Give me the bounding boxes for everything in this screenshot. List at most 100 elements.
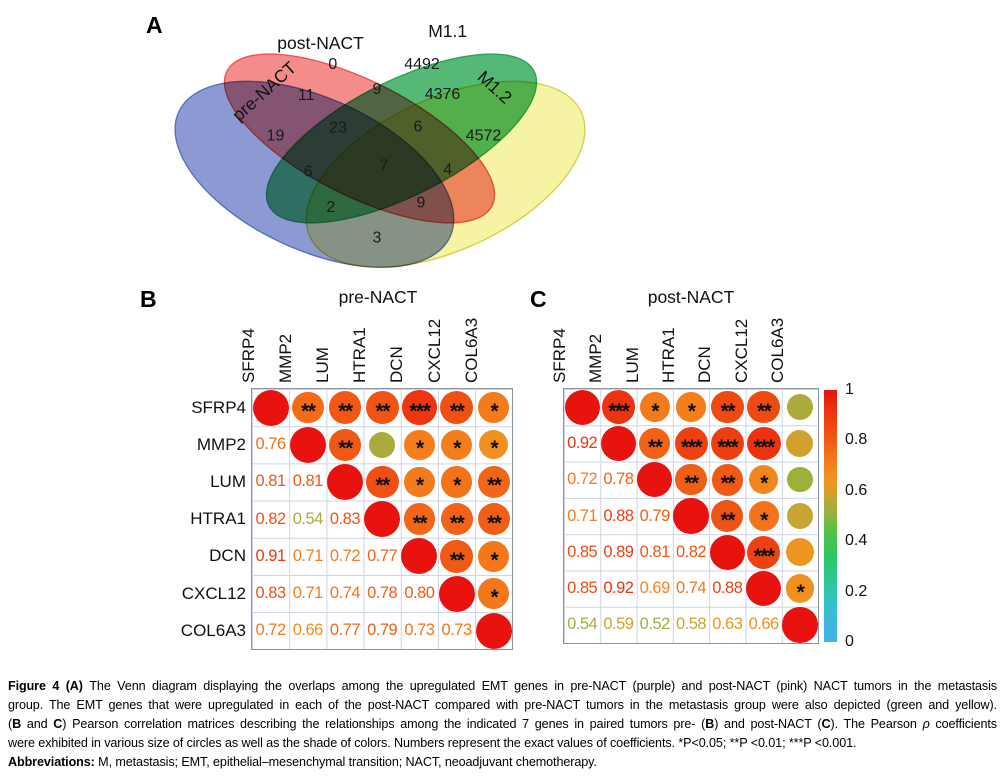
significance-stars: ***: [681, 435, 703, 459]
corr-value: 0.72: [567, 470, 598, 489]
corr-circle-diagonal: [475, 612, 512, 649]
caption-text-segment: coefficients: [929, 717, 997, 731]
corr-circle: *: [676, 392, 706, 422]
gene-row-label: DCN: [209, 546, 246, 566]
significance-stars: *: [760, 508, 768, 532]
colorbar-tick-label: 0: [845, 633, 854, 650]
significance-stars: **: [301, 400, 316, 424]
corr-value: 0.92: [567, 433, 598, 452]
corr-circle: *: [404, 429, 435, 460]
significance-stars: **: [720, 399, 736, 423]
gene-column-label: MMP2: [586, 333, 606, 383]
corr-circle: **: [292, 391, 324, 424]
gene-row-label: CXCL12: [181, 583, 246, 603]
caption-text-segment: group. The EMT genes that were upregulat…: [8, 698, 997, 712]
caption-text-segment: The Venn diagram displaying the overlaps…: [89, 679, 997, 693]
corr-circle-diagonal: [438, 575, 475, 612]
corr-value: 0.81: [292, 472, 324, 491]
corr-circle: *: [441, 466, 473, 498]
corr-circle: [787, 394, 813, 421]
caption-text-segment: C: [821, 717, 831, 731]
correlation-grid-b: SFRP4 MMP2 LUM HTRA1 DCN CXCL12 COL6A3 SFRP4 MMP…: [181, 318, 514, 651]
corr-value: 0.85: [567, 542, 598, 561]
venn-region-count: 23: [329, 119, 347, 136]
matrix-title-post: post-NACT: [647, 287, 735, 307]
significance-stars: ***: [717, 435, 739, 459]
corr-value: 0.71: [292, 546, 324, 565]
significance-stars: **: [412, 511, 428, 535]
gene-column-label: DCN: [387, 346, 407, 383]
corr-circle: **: [711, 390, 744, 424]
panel-label-c: C: [530, 286, 547, 312]
panel-label-a: A: [146, 12, 163, 38]
corr-circle: *: [749, 465, 779, 495]
corr-circle-diagonal: [637, 462, 673, 498]
corr-circle: **: [440, 391, 474, 425]
corr-value: 0.91: [255, 546, 287, 565]
corr-circle: [785, 538, 814, 567]
caption-text-segment: were exhibited in various size of circle…: [8, 736, 857, 750]
corr-value: 0.58: [675, 615, 707, 634]
corr-value: 0.92: [603, 579, 634, 598]
corr-value: 0.54: [567, 615, 598, 634]
colorbar-tick-label: 1: [845, 381, 854, 398]
corr-value: 0.89: [603, 542, 634, 561]
caption-text-segment: M, metastasis; EMT, epithelial–mesenchym…: [98, 755, 597, 769]
corr-value: 0.77: [367, 546, 398, 565]
corr-circle: **: [711, 463, 744, 496]
corr-value: 0.69: [639, 579, 671, 598]
corr-value: 0.79: [639, 506, 671, 525]
colorbar-tick-label: 0.6: [845, 481, 868, 499]
corr-value: 0.79: [367, 621, 398, 640]
significance-stars: **: [648, 435, 663, 459]
corr-circle-diagonal: [709, 534, 745, 570]
corr-value: 0.59: [603, 615, 634, 634]
corr-value: 0.72: [329, 546, 361, 565]
corr-circle: [787, 467, 813, 493]
corr-circle-diagonal: [600, 425, 637, 462]
caption-text-segment: ρ: [922, 717, 930, 731]
corr-circle: *: [639, 392, 670, 423]
caption-line: were exhibited in various size of circle…: [8, 734, 997, 753]
caption-text-segment: ) Pearson correlation matrices describin…: [62, 717, 706, 731]
gene-row-label: COL6A3: [180, 620, 246, 640]
colorbar-gradient: [824, 390, 837, 642]
corr-circle: **: [403, 503, 436, 536]
significance-stars: ***: [608, 399, 630, 423]
significance-stars: *: [490, 400, 498, 424]
corr-value: 0.81: [639, 542, 671, 561]
corr-circle: **: [639, 427, 671, 459]
corr-value: 0.63: [712, 615, 743, 634]
gene-column-label: SFRP4: [550, 328, 570, 383]
corr-circle-diagonal: [746, 571, 782, 607]
gene-column-label: COL6A3: [767, 317, 787, 383]
significance-stars: *: [687, 399, 696, 423]
caption-text-segment: Figure 4 (A): [8, 679, 90, 693]
corr-value: 0.78: [603, 470, 634, 489]
colorbar-tick-label: 0.4: [845, 532, 868, 550]
corr-value: 0.80: [404, 584, 435, 603]
gene-column-label: HTRA1: [659, 327, 679, 383]
venn-ellipse-m1-2: [265, 44, 627, 305]
corr-circle: *: [748, 500, 779, 532]
significance-stars: ***: [409, 400, 431, 424]
gene-column-label: SFRP4: [238, 328, 258, 383]
corr-circle-diagonal: [326, 463, 364, 501]
corr-circle-diagonal: [782, 607, 818, 643]
venn-region-count: 4: [443, 162, 452, 179]
caption-line: group. The EMT genes that were upregulat…: [8, 696, 997, 715]
corr-circle: *: [479, 430, 509, 460]
gene-row-label: MMP2: [196, 434, 246, 454]
corr-circle: *: [441, 429, 472, 460]
venn-region-count: 9: [372, 81, 381, 98]
matrix-title-pre: pre-NACT: [338, 287, 418, 307]
corr-circle: ***: [601, 390, 636, 425]
gene-column-label: LUM: [622, 347, 642, 383]
corr-circle: **: [477, 466, 510, 498]
corr-circle-diagonal: [564, 389, 600, 425]
corr-circle: [786, 502, 814, 530]
corr-value: 0.81: [255, 472, 287, 491]
venn-region-count: 0: [328, 56, 337, 73]
significance-stars: **: [338, 400, 353, 424]
